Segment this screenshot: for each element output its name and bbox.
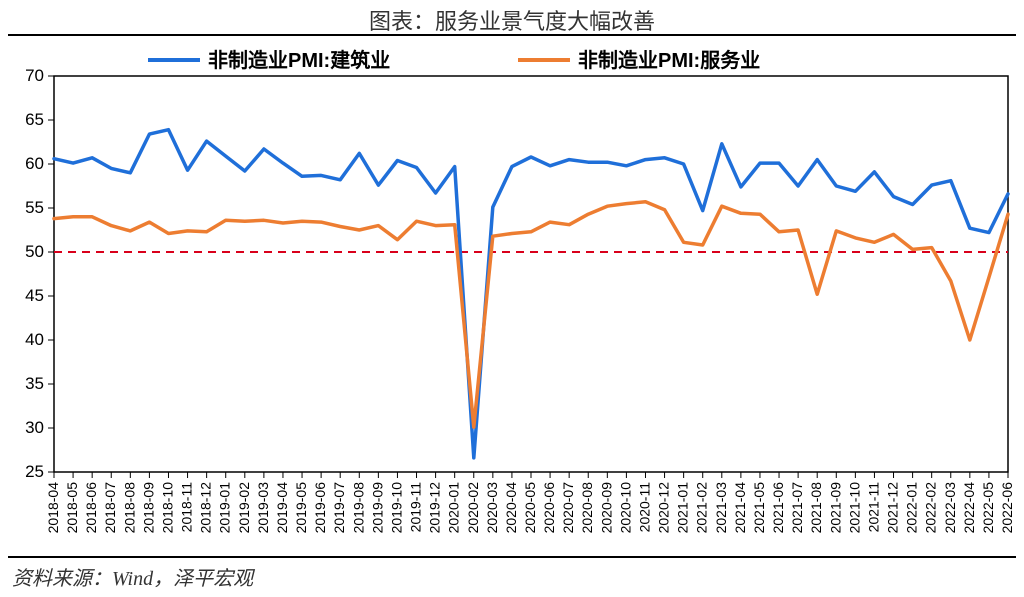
x-tick-label: 2021-04 [732,482,748,534]
x-tick-label: 2021-03 [713,482,729,534]
x-tick-label: 2020-08 [579,482,595,534]
x-tick-label: 2018-04 [45,482,61,534]
x-tick-label: 2019-01 [217,482,233,534]
x-tick-label: 2021-09 [827,482,843,534]
y-tick-label: 40 [25,330,44,349]
x-tick-label: 2021-07 [789,482,805,534]
x-tick-label: 2018-07 [102,482,118,534]
source-citation: 资料来源：Wind，泽平宏观 [12,562,253,591]
x-tick-label: 2018-11 [179,482,195,533]
x-tick-label: 2021-01 [675,482,691,534]
x-tick-label: 2020-02 [465,482,481,534]
y-tick-label: 25 [25,462,44,481]
legend-label-0: 非制造业PMI:建筑业 [208,48,390,72]
x-tick-label: 2020-04 [503,482,519,534]
y-tick-label: 70 [25,66,44,85]
x-tick-label: 2020-03 [484,482,500,534]
x-tick-label: 2019-07 [331,482,347,534]
x-tick-label: 2018-06 [83,482,99,534]
x-tick-label: 2021-05 [751,482,767,534]
x-tick-label: 2019-02 [236,482,252,534]
x-tick-label: 2019-09 [369,482,385,534]
x-tick-label: 2020-06 [541,482,557,534]
x-tick-label: 2020-07 [560,482,576,534]
bottom-rule [8,556,1016,558]
x-tick-label: 2022-05 [980,482,996,534]
x-tick-label: 2018-09 [140,482,156,534]
x-tick-label: 2021-12 [885,482,901,534]
chart-title: 图表：服务业景气度大幅改善 [0,4,1024,36]
top-rule [8,34,1016,36]
y-tick-label: 50 [25,242,44,261]
chart-area: 253035404550556065702018-042018-052018-0… [8,38,1016,554]
x-tick-label: 2022-06 [999,482,1015,534]
x-tick-label: 2019-10 [388,482,404,534]
x-tick-label: 2018-12 [198,482,214,534]
x-tick-label: 2019-06 [312,482,328,534]
x-tick-label: 2018-10 [159,482,175,534]
x-tick-label: 2020-01 [446,482,462,534]
legend-label-1: 非制造业PMI:服务业 [578,48,760,72]
x-tick-label: 2018-08 [121,482,137,534]
x-tick-label: 2020-09 [598,482,614,534]
y-tick-label: 30 [25,418,44,437]
x-tick-label: 2019-08 [350,482,366,534]
x-tick-label: 2022-04 [961,482,977,534]
x-tick-label: 2019-03 [255,482,271,534]
x-tick-label: 2021-06 [770,482,786,534]
line-chart: 253035404550556065702018-042018-052018-0… [8,38,1016,554]
x-tick-label: 2020-11 [636,482,652,533]
x-tick-label: 2022-02 [923,482,939,534]
x-tick-label: 2020-12 [656,482,672,534]
x-tick-label: 2019-04 [274,482,290,534]
x-tick-label: 2021-02 [694,482,710,534]
y-tick-label: 35 [25,374,44,393]
x-tick-label: 2021-11 [865,482,881,533]
x-tick-label: 2019-11 [408,482,424,533]
y-tick-label: 60 [25,154,44,173]
y-tick-label: 55 [25,198,44,217]
x-tick-label: 2022-03 [942,482,958,534]
x-tick-label: 2020-05 [522,482,538,534]
x-tick-label: 2019-12 [427,482,443,534]
x-tick-label: 2019-05 [293,482,309,534]
y-tick-label: 65 [25,110,44,129]
x-tick-label: 2018-05 [64,482,80,534]
x-tick-label: 2022-01 [904,482,920,534]
x-tick-label: 2021-10 [846,482,862,534]
x-tick-label: 2020-10 [617,482,633,534]
x-tick-label: 2021-08 [808,482,824,534]
y-tick-label: 45 [25,286,44,305]
